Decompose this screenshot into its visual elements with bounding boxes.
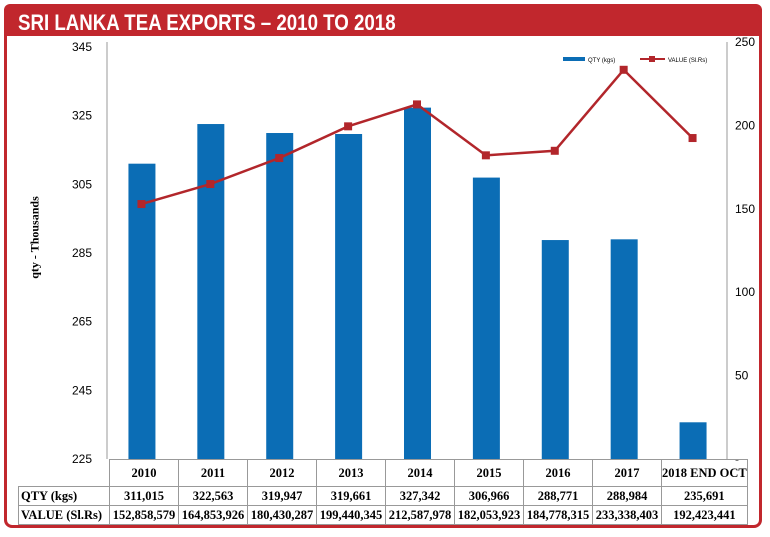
table-cell: 327,342 (385, 486, 455, 506)
table-cell: 319,947 (247, 486, 317, 506)
category-header: 2015 (454, 459, 524, 487)
y2-tick-label: 150 (735, 202, 755, 216)
y-tick-label: 285 (72, 246, 92, 260)
table-cell: 199,440,345 (316, 505, 386, 525)
table-cell: 192,423,441 (661, 505, 748, 525)
value-point (344, 122, 353, 131)
y-tick-label: 245 (72, 383, 92, 397)
table-cell: 235,691 (661, 486, 748, 506)
value-point (137, 200, 146, 209)
row-label: QTY (kgs) (18, 486, 110, 506)
table-cell: 212,587,978 (385, 505, 455, 525)
value-point (619, 65, 628, 74)
table-cell: 180,430,287 (247, 505, 317, 525)
table-cell: 311,015 (109, 486, 179, 506)
bar (335, 133, 363, 459)
y-tick-label: 305 (72, 177, 92, 191)
category-header: 2017 (592, 459, 662, 487)
data-table: 2010 2011 2012 2013 2014 2015 2016 2017 2018 END… (18, 459, 748, 525)
value-point (550, 146, 559, 155)
table-cell: 319,661 (316, 486, 386, 506)
table-cell: 182,053,923 (454, 505, 524, 525)
legend-qty-swatch (563, 57, 585, 61)
y-axis-label: qty - Thousands (27, 196, 42, 279)
y-tick-label: 325 (72, 109, 92, 123)
legend-qty-label: QTY (kgs) (588, 58, 615, 64)
category-header: 2011 (178, 459, 248, 487)
table-cell: 306,966 (454, 486, 524, 506)
value-point (275, 154, 284, 163)
table-corner (18, 459, 110, 487)
chart-frame (4, 4, 762, 528)
bar (404, 107, 431, 460)
bar (610, 239, 638, 459)
bar (197, 124, 225, 460)
category-header: 2016 (523, 459, 593, 487)
value-point (688, 134, 697, 143)
value-point (206, 180, 215, 189)
y2-tick-label: 250 (735, 35, 755, 49)
y2-tick-label: 200 (735, 118, 755, 132)
category-header: 2014 (385, 459, 455, 487)
row-label: VALUE (Sl.Rs) (18, 505, 110, 525)
value-point (413, 100, 421, 109)
table-cell: 233,338,403 (592, 505, 662, 525)
table-cell: 184,778,315 (523, 505, 593, 525)
title-bar: SRI LANKA TEA EXPORTS – 2010 TO 2018 (4, 4, 762, 36)
y-tick-label: 345 (72, 40, 92, 54)
category-header: 2018 END OCT (661, 459, 748, 487)
table-cell: 322,563 (178, 486, 248, 506)
table-cell: 288,984 (592, 486, 662, 506)
value-point (481, 151, 490, 160)
table-cell: 288,771 (523, 486, 593, 506)
bar (472, 177, 500, 459)
chart-title: SRI LANKA TEA EXPORTS – 2010 TO 2018 (18, 10, 396, 35)
table-cell: 152,858,579 (109, 505, 179, 525)
bar (128, 163, 156, 460)
category-header: 2010 (109, 459, 179, 487)
y2-tick-label: 50 (735, 369, 749, 383)
category-header: 2012 (247, 459, 317, 487)
legend-value-label: VALUE (Sl.Rs) (668, 58, 707, 64)
legend-value-marker (649, 56, 655, 62)
category-header: 2013 (316, 459, 386, 487)
bar (679, 422, 707, 459)
bar (266, 133, 294, 459)
bar (541, 240, 569, 459)
y-tick-label: 265 (72, 315, 92, 329)
table-cell: 164,853,926 (178, 505, 248, 525)
y2-tick-label: 100 (735, 285, 755, 299)
